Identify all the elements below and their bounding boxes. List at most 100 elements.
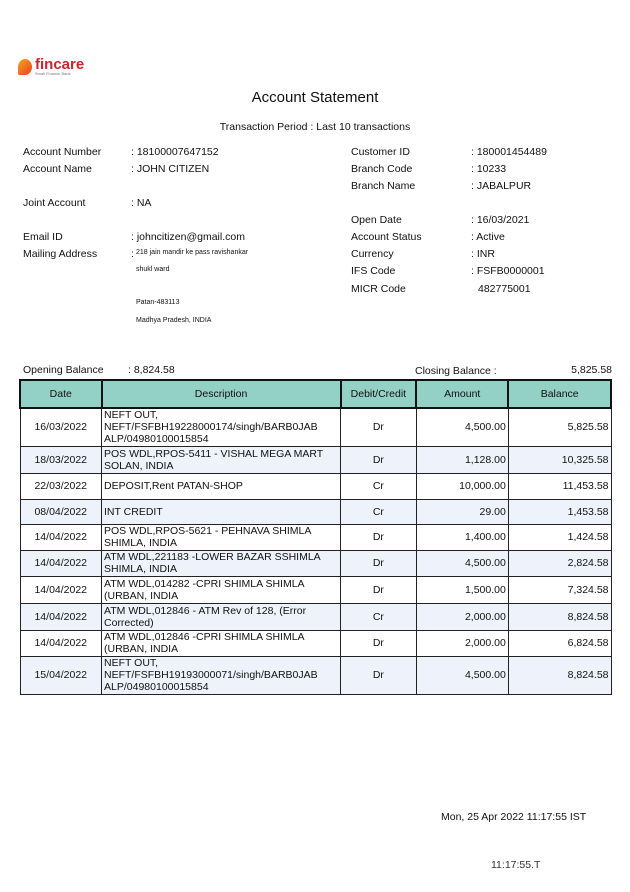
table-row: 14/04/2022 POS WDL,RPOS-5621 - PEHNAVA SH… bbox=[19, 523, 612, 551]
description-cell: NEFT OUT, NEFT/FSFBH19193000071/singh/BA… bbox=[101, 655, 342, 695]
table-row: 16/03/2022 NEFT OUT, NEFT/FSFBH1922800017… bbox=[19, 407, 612, 447]
date-cell: 14/04/2022 bbox=[19, 629, 103, 657]
balance-cell: 7,324.58 bbox=[507, 575, 612, 604]
description-cell: ATM WDL,014282 -CPRI SHIMLA SHIMLA (URBA… bbox=[101, 575, 342, 604]
table-row: 14/04/2022 ATM WDL,014282 -CPRI SHIMLA SH… bbox=[19, 575, 612, 604]
info-value: : JABALPUR bbox=[471, 180, 532, 192]
closing-balance-value: 5,825.58 bbox=[571, 364, 612, 376]
info-label: Account Status bbox=[351, 231, 422, 243]
table-row: 15/04/2022 NEFT OUT, NEFT/FSFBH1919300007… bbox=[19, 655, 612, 695]
amount-cell: 4,500.00 bbox=[415, 549, 509, 577]
date-cell: 15/04/2022 bbox=[19, 655, 103, 695]
balance-cell: 8,824.58 bbox=[507, 655, 612, 695]
description-cell: ATM WDL,221183 -LOWER BAZAR SSHIMLA SHIM… bbox=[101, 549, 342, 577]
balance-cell: 1,424.58 bbox=[507, 523, 612, 551]
date-cell: 18/03/2022 bbox=[19, 445, 103, 474]
transactions-table: Date Description Debit/Credit Amount Balance… bbox=[19, 379, 612, 695]
column-header: Balance bbox=[507, 379, 612, 409]
balance-cell: 2,824.58 bbox=[507, 549, 612, 577]
balance-cell: 11,453.58 bbox=[507, 472, 612, 500]
balance-cell: 1,453.58 bbox=[507, 498, 612, 525]
type-cell: Cr bbox=[340, 498, 417, 525]
table-row: 22/03/2022 DEPOSIT,Rent PATAN-SHOP Cr 10,00… bbox=[19, 472, 612, 500]
type-cell: Dr bbox=[340, 575, 417, 604]
logo-tagline: Small Finance Bank bbox=[35, 71, 71, 76]
description-cell: ATM WDL,012846 - ATM Rev of 128, (Error … bbox=[101, 602, 342, 631]
info-value: : FSFB0000001 bbox=[471, 265, 545, 277]
description-cell: INT CREDIT bbox=[101, 498, 342, 525]
info-label: IFS Code bbox=[351, 265, 396, 277]
table-row: 18/03/2022 POS WDL,RPOS-5411 - VISHAL MEG… bbox=[19, 445, 612, 474]
info-value: : 180001454489 bbox=[471, 146, 547, 158]
date-cell: 22/03/2022 bbox=[19, 472, 103, 500]
balance-cell: 8,824.58 bbox=[507, 602, 612, 631]
info-value: : JOHN CITIZEN bbox=[131, 163, 210, 175]
amount-cell: 1,400.00 bbox=[415, 523, 509, 551]
balance-cell: 5,825.58 bbox=[507, 407, 612, 447]
type-cell: Dr bbox=[340, 549, 417, 577]
address-line: shukl ward bbox=[136, 266, 170, 273]
balance-cell: 10,325.58 bbox=[507, 445, 612, 474]
type-cell: Cr bbox=[340, 602, 417, 631]
amount-cell: 2,000.00 bbox=[415, 602, 509, 631]
date-cell: 14/04/2022 bbox=[19, 523, 103, 551]
address-line: Patan-483113 bbox=[136, 299, 180, 306]
page-title: Account Statement bbox=[251, 89, 379, 106]
amount-cell: 29.00 bbox=[415, 498, 509, 525]
amount-cell: 10,000.00 bbox=[415, 472, 509, 500]
table-row: 14/04/2022 ATM WDL,012846 -CPRI SHIMLA SH… bbox=[19, 629, 612, 657]
info-value: : NA bbox=[131, 197, 152, 209]
info-value: : 18100007647152 bbox=[131, 146, 219, 158]
column-header: Amount bbox=[415, 379, 510, 409]
logo-mark-icon bbox=[18, 59, 32, 75]
column-header: Description bbox=[100, 379, 342, 409]
table-row: 14/04/2022 ATM WDL,012846 - ATM Rev of 12… bbox=[19, 602, 612, 631]
type-cell: Dr bbox=[340, 629, 417, 657]
info-label: Email ID bbox=[23, 231, 63, 243]
info-label: Branch Code bbox=[351, 163, 413, 175]
info-label: Open Date bbox=[351, 214, 402, 226]
type-cell: Dr bbox=[340, 445, 417, 474]
address-line: 218 jain mandir ke pass ravishankar bbox=[136, 249, 249, 256]
closing-balance-label: Closing Balance : bbox=[415, 365, 497, 377]
column-header: Date bbox=[19, 379, 103, 409]
date-cell: 16/03/2022 bbox=[19, 407, 103, 447]
description-cell: POS WDL,RPOS-5411 - VISHAL MEGA MART SOL… bbox=[101, 445, 342, 474]
fincare-logo: fincare Small Finance Bank bbox=[18, 57, 84, 76]
info-value: : INR bbox=[471, 248, 495, 260]
info-label: Account Name bbox=[23, 163, 92, 175]
info-value: : 16/03/2021 bbox=[471, 214, 530, 226]
type-cell: Dr bbox=[340, 407, 417, 447]
info-label: Customer ID bbox=[351, 146, 410, 158]
info-label: Branch Name bbox=[351, 180, 416, 192]
date-cell: 14/04/2022 bbox=[19, 602, 103, 631]
date-cell: 14/04/2022 bbox=[19, 549, 103, 577]
description-cell: POS WDL,RPOS-5621 - PEHNAVA SHIMLA SHIML… bbox=[101, 523, 342, 551]
time-fragment: 11:17:55.T bbox=[491, 859, 541, 871]
column-header: Debit/Credit bbox=[339, 379, 418, 409]
generated-timestamp: Mon, 25 Apr 2022 11:17:55 IST bbox=[441, 811, 587, 823]
balance-cell: 6,824.58 bbox=[507, 629, 612, 657]
type-cell: Cr bbox=[340, 472, 417, 500]
amount-cell: 4,500.00 bbox=[415, 407, 509, 447]
description-cell: NEFT OUT, NEFT/FSFBH19228000174/singh/BA… bbox=[101, 407, 342, 447]
info-value: : bbox=[131, 248, 134, 260]
table-row: 08/04/2022 INT CREDIT Cr 29.00 1,453.58 bbox=[19, 498, 612, 525]
date-cell: 08/04/2022 bbox=[19, 498, 103, 525]
amount-cell: 1,500.00 bbox=[415, 575, 509, 604]
info-label: Account Number bbox=[23, 146, 102, 158]
amount-cell: 4,500.00 bbox=[415, 655, 509, 695]
amount-cell: 1,128.00 bbox=[415, 445, 509, 474]
info-value: 482775001 bbox=[478, 283, 531, 295]
opening-balance-label: Opening Balance bbox=[23, 364, 104, 376]
address-line: Madhya Pradesh, INDIA bbox=[136, 317, 212, 324]
info-value: : johncitizen@gmail.com bbox=[131, 231, 245, 243]
date-cell: 14/04/2022 bbox=[19, 575, 103, 604]
table-row: 14/04/2022 ATM WDL,221183 -LOWER BAZAR SS… bbox=[19, 549, 612, 577]
info-label: Joint Account bbox=[23, 197, 86, 209]
amount-cell: 2,000.00 bbox=[415, 629, 509, 657]
info-value: : Active bbox=[471, 231, 505, 243]
type-cell: Dr bbox=[340, 655, 417, 695]
info-label: Currency bbox=[351, 248, 394, 260]
